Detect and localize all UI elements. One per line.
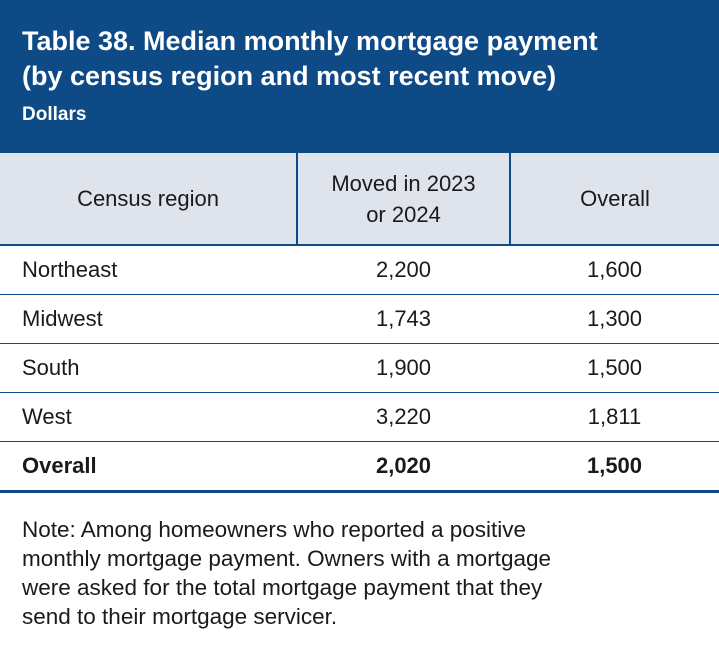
cell-moved: 1,743 <box>297 294 510 344</box>
table-title-line-1: Table 38. Median monthly mortgage paymen… <box>22 26 598 56</box>
table-body: Northeast 2,200 1,600 Midwest 1,743 1,30… <box>0 245 719 493</box>
column-headers: Census region Moved in 2023 or 2024 Over… <box>0 153 719 246</box>
note-line-4: send to their mortgage servicer. <box>22 604 338 629</box>
note-line-2: monthly mortgage payment. Owners with a … <box>22 546 551 571</box>
table-header: Table 38. Median monthly mortgage paymen… <box>0 0 719 153</box>
cell-overall: 1,300 <box>510 294 719 344</box>
table-row: West 3,220 1,811 <box>0 392 719 442</box>
cell-moved: 3,220 <box>297 392 510 442</box>
table-note: Note: Among homeowners who reported a po… <box>0 493 719 631</box>
cell-region: South <box>0 343 297 393</box>
table-row: Northeast 2,200 1,600 <box>0 245 719 295</box>
cell-overall: 1,811 <box>510 392 719 442</box>
cell-total-moved: 2,020 <box>297 441 510 493</box>
cell-total-overall: 1,500 <box>510 441 719 493</box>
cell-total-label: Overall <box>0 441 297 493</box>
column-header-overall: Overall <box>509 153 719 246</box>
table-row: Midwest 1,743 1,300 <box>0 294 719 344</box>
cell-overall: 1,500 <box>510 343 719 393</box>
table-units: Dollars <box>22 104 87 125</box>
column-header-moved: Moved in 2023 or 2024 <box>296 153 510 246</box>
header-row: Census region Moved in 2023 or 2024 Over… <box>0 153 719 246</box>
table-row: South 1,900 1,500 <box>0 343 719 393</box>
cell-moved: 2,200 <box>297 245 510 295</box>
column-header-region: Census region <box>0 153 297 246</box>
data-table: Census region Moved in 2023 or 2024 Over… <box>0 153 719 493</box>
cell-moved: 1,900 <box>297 343 510 393</box>
note-line-1: Note: Among homeowners who reported a po… <box>22 517 527 542</box>
cell-region: Northeast <box>0 245 297 295</box>
total-row: Overall 2,020 1,500 <box>0 441 719 493</box>
cell-region: West <box>0 392 297 442</box>
note-line-3: were asked for the total mortgage paymen… <box>22 575 543 600</box>
cell-region: Midwest <box>0 294 297 344</box>
column-header-moved-line-1: Moved in 2023 <box>331 170 476 196</box>
cell-overall: 1,600 <box>510 245 719 295</box>
table-title-line-2: (by census region and most recent move) <box>22 61 557 91</box>
column-header-moved-line-2: or 2024 <box>366 201 441 227</box>
table-title: Table 38. Median monthly mortgage paymen… <box>22 24 697 94</box>
